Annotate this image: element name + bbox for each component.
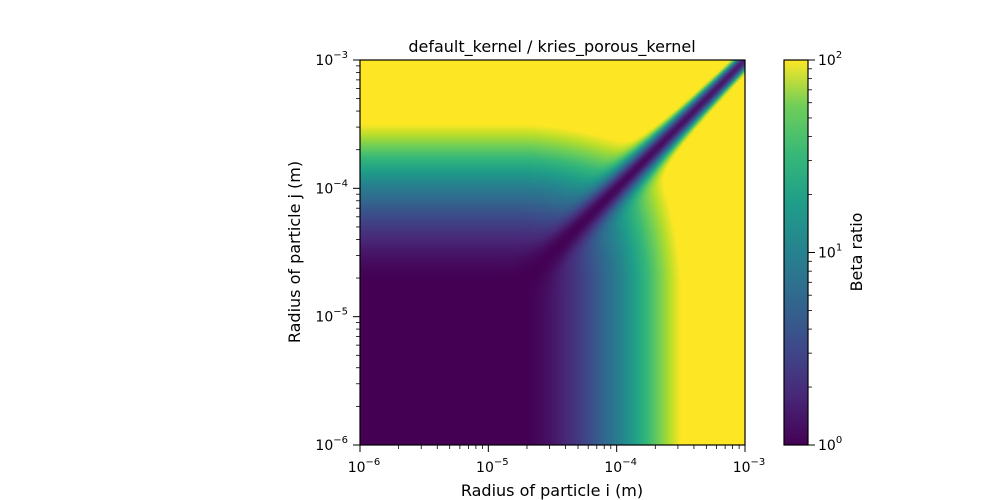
plot-frame <box>359 59 746 446</box>
x-tick-label-base: 10 <box>604 460 622 476</box>
x-tick-label-base: 10 <box>348 460 366 476</box>
x-tick-label-exponent: −4 <box>622 457 637 468</box>
heatmap-plot-area <box>360 60 745 445</box>
x-axis-ticks: 10−6 10−5 10−4 10−3 <box>348 445 766 476</box>
y-tick-label-exponent: −6 <box>333 435 348 446</box>
x-tick-label-exponent: −6 <box>366 457 381 468</box>
colorbar-tick-label-base: 10 <box>818 53 836 69</box>
colorbar-gradient <box>784 60 808 445</box>
colorbar-tick-label: 100 <box>818 435 842 454</box>
colorbar-tick-label-exponent: 0 <box>836 435 842 446</box>
colorbar-tick-label: 101 <box>818 243 842 262</box>
colorbar-tick-label-base: 10 <box>818 438 836 454</box>
y-tick-label-exponent: −5 <box>333 307 348 318</box>
y-tick-label-exponent: −3 <box>333 50 348 61</box>
y-tick-label: 10−5 <box>315 307 348 326</box>
y-axis-label: Radius of particle j (m) <box>285 161 304 343</box>
x-tick-label-base: 10 <box>476 460 494 476</box>
y-tick-label: 10−6 <box>315 435 348 454</box>
x-tick-label: 10−5 <box>476 457 509 476</box>
y-tick-label-base: 10 <box>315 310 333 326</box>
x-axis-label: Radius of particle i (m) <box>461 481 643 500</box>
colorbar-tick-label-exponent: 2 <box>836 50 842 61</box>
y-tick-label: 10−4 <box>315 178 348 197</box>
x-tick-label: 10−6 <box>348 457 381 476</box>
colorbar-tick-label-exponent: 1 <box>836 243 842 254</box>
y-axis-ticks: 10−610−510−410−3 <box>315 50 360 454</box>
y-tick-label-base: 10 <box>315 53 333 69</box>
colorbar-label: Beta ratio <box>847 213 866 292</box>
chart-title: default_kernel / kries_porous_kernel <box>408 37 695 57</box>
heatmap-image <box>360 60 745 445</box>
x-tick-label-exponent: −5 <box>494 457 509 468</box>
y-tick-label-base: 10 <box>315 181 333 197</box>
x-tick-label-base: 10 <box>733 460 751 476</box>
colorbar-tick-label: 102 <box>818 50 842 69</box>
x-tick-label: 10−3 <box>733 457 766 476</box>
y-tick-label-exponent: −4 <box>333 178 348 189</box>
x-tick-label-exponent: −3 <box>751 457 766 468</box>
y-tick-label: 10−3 <box>315 50 348 69</box>
y-tick-label-base: 10 <box>315 438 333 454</box>
x-tick-label: 10−4 <box>604 457 637 476</box>
colorbar-tick-label-base: 10 <box>818 246 836 262</box>
